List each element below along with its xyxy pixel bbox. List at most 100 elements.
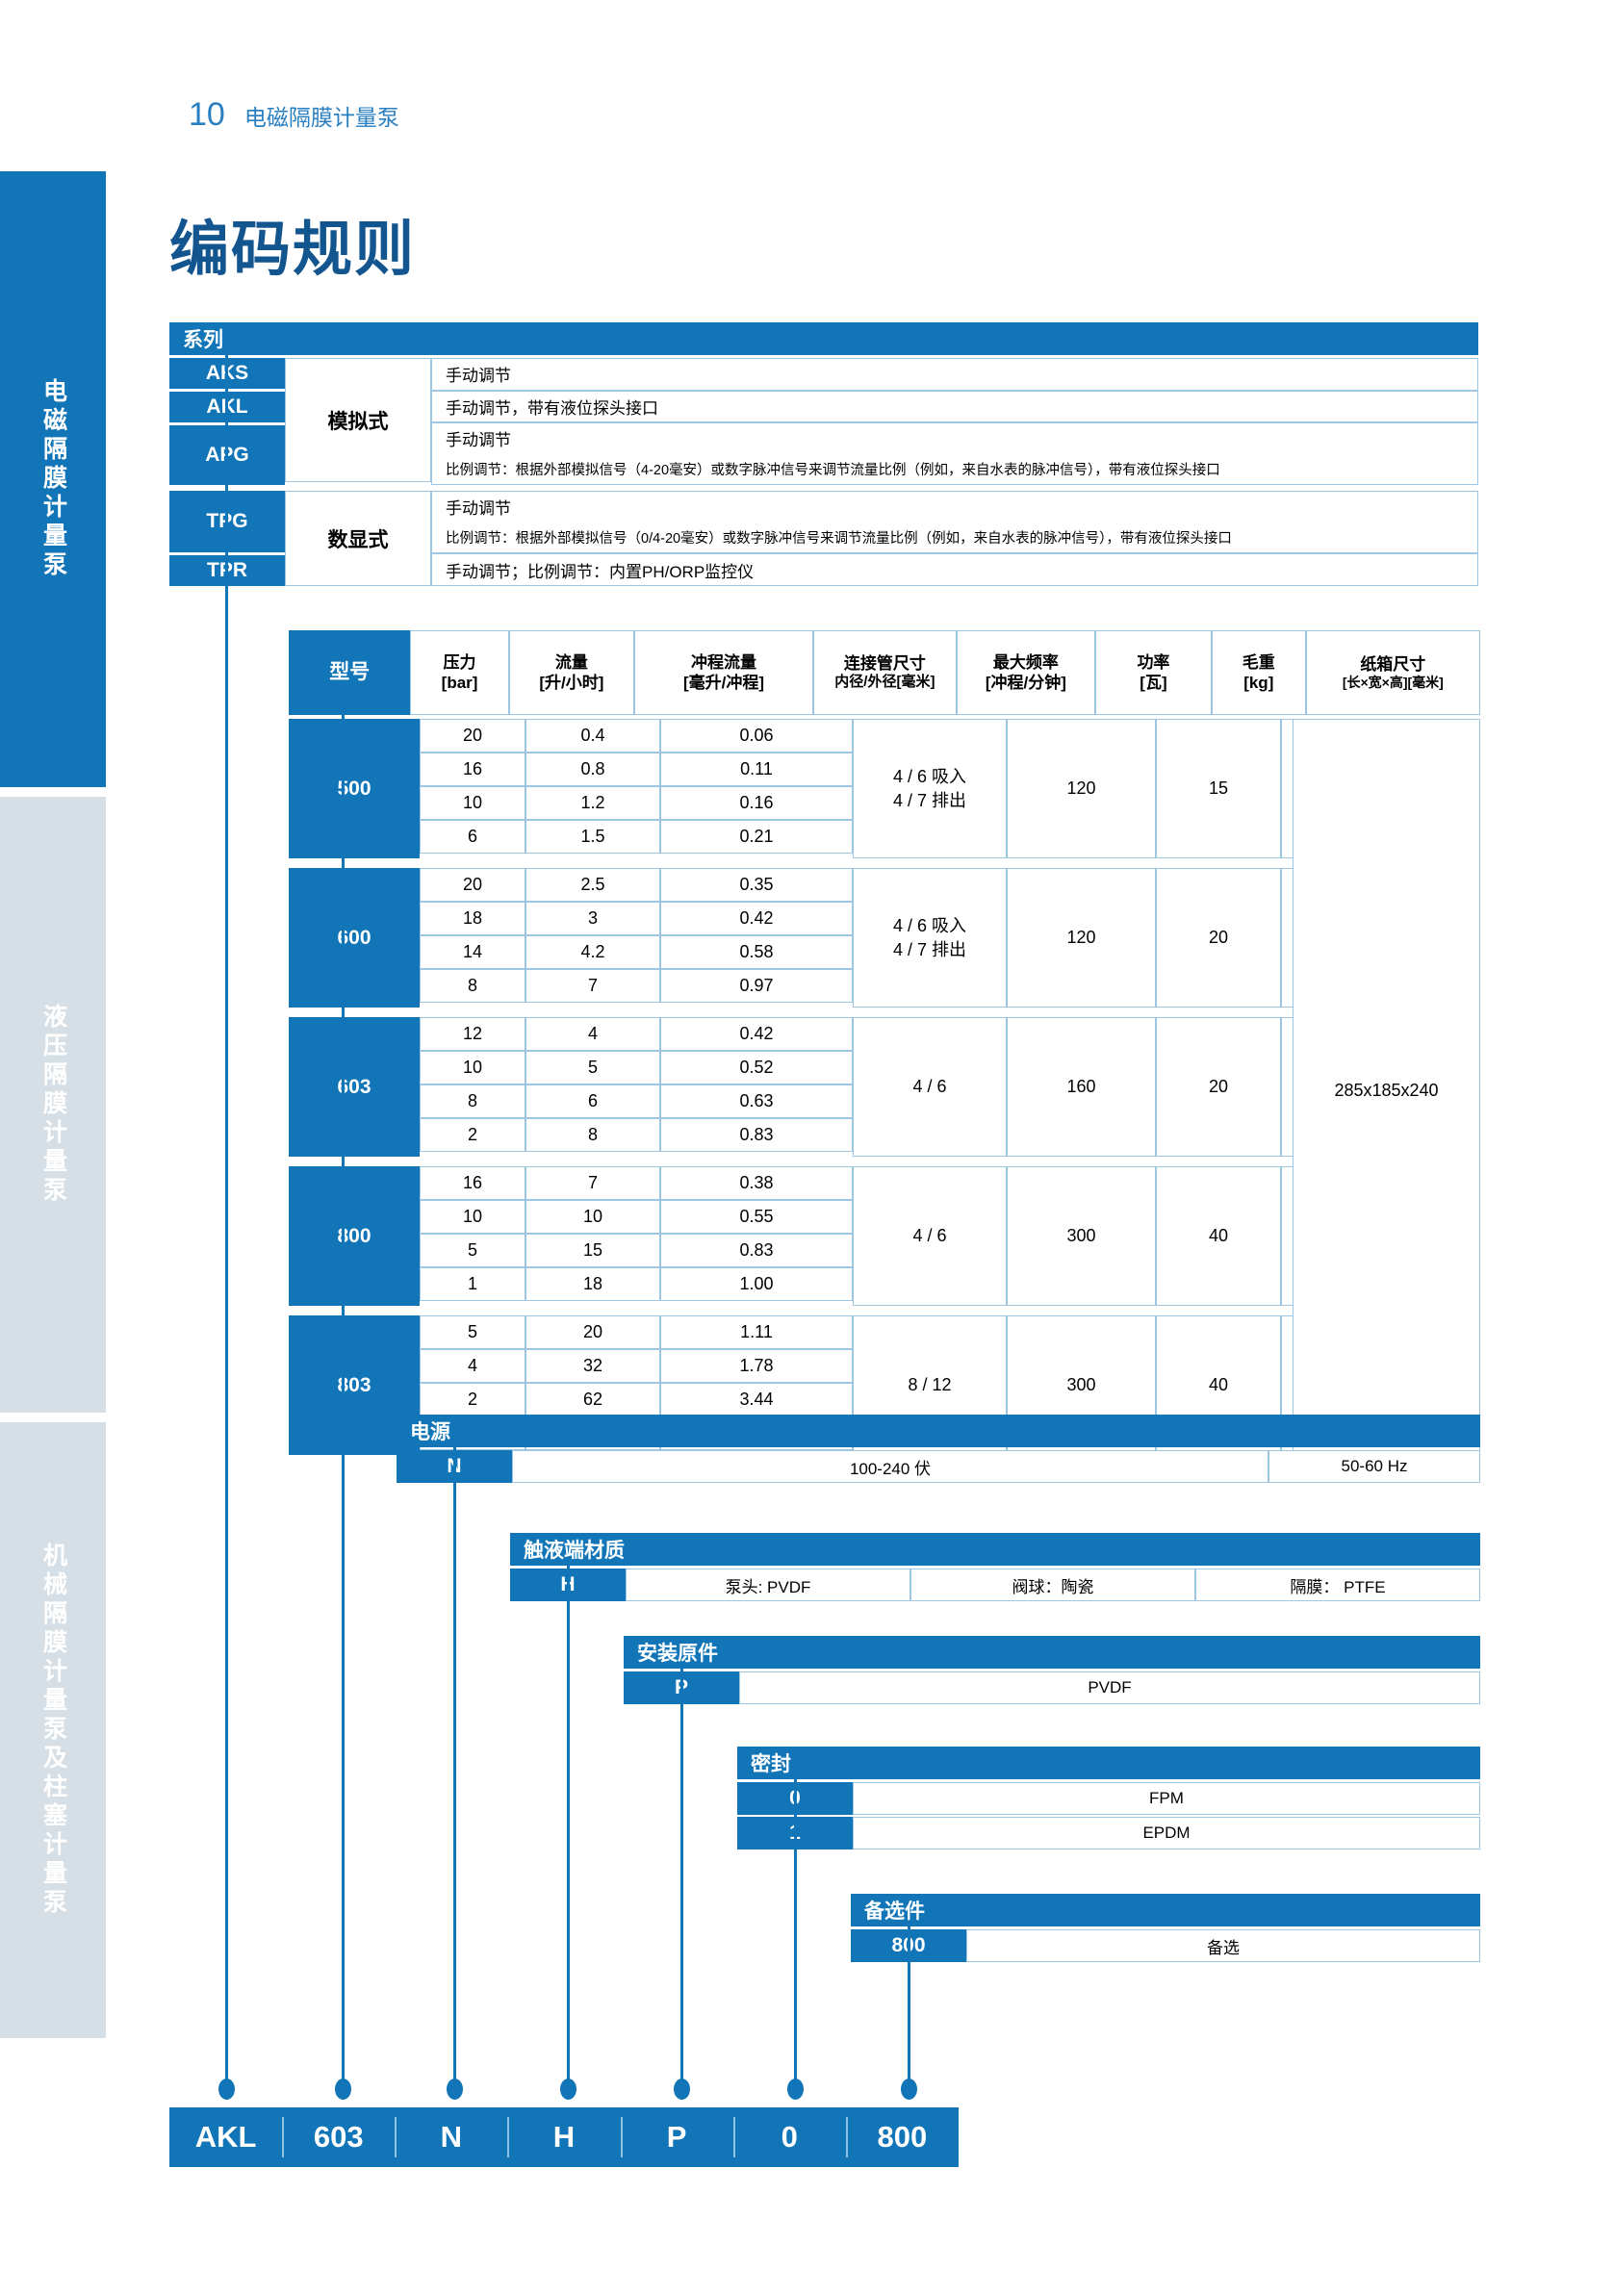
page-section-title: 电磁隔膜计量泵	[243, 105, 399, 130]
cell-stroke: 0.38	[660, 1166, 853, 1200]
cell-pressure: 5	[420, 1234, 525, 1267]
connector-model	[342, 712, 345, 2087]
cell-stroke: 1.78	[660, 1349, 853, 1383]
cell-flow: 20	[525, 1315, 660, 1349]
code-segment-power[interactable]: N	[395, 2107, 507, 2167]
table-row: 6 1.5 0.21	[420, 820, 853, 854]
spec-model-600[interactable]: 600	[289, 868, 420, 1008]
spec-group-603: 603 12 4 0.42 10 5 0.52 8 6 0.63	[289, 1017, 1480, 1161]
cell-pressure: 10	[420, 786, 525, 820]
series-type-analog: 模拟式	[285, 358, 431, 482]
table-row: 5 15 0.83	[420, 1234, 853, 1267]
cell-power: 15	[1156, 719, 1281, 858]
table-row: 8 6 0.63	[420, 1084, 853, 1118]
cell-flow: 6	[525, 1084, 660, 1118]
table-row: 2 8 0.83	[420, 1118, 853, 1152]
table-row: 8 7 0.97	[420, 969, 853, 1003]
code-segment-seal[interactable]: 0	[732, 2107, 846, 2167]
cell-stroke: 3.44	[660, 1383, 853, 1416]
cell-flow: 32	[525, 1349, 660, 1383]
code-segment-wetted[interactable]: H	[507, 2107, 620, 2167]
cell-power: 20	[1156, 1017, 1281, 1157]
install-heading: 安装原件	[624, 1636, 1480, 1669]
cell-flow: 62	[525, 1383, 660, 1416]
series-desc-line: 手动调节，带有液位探头接口	[431, 390, 1478, 422]
cell-flow: 0.8	[525, 753, 660, 786]
series-desc-line: 比例调节：根据外部模拟信号（0/4-20毫安）或数字脉冲信号来调节流量比例（例如…	[431, 522, 1478, 554]
code-segment-series[interactable]: AKL	[194, 2120, 257, 2154]
seal-row-1: 1 EPDM	[737, 1817, 1480, 1850]
cell-stroke: 0.42	[660, 1017, 853, 1051]
page-title: 编码规则	[169, 217, 417, 283]
spec-header-max-frequency: 最大频率 [冲程/分钟]	[956, 630, 1095, 715]
spec-model-603[interactable]: 603	[289, 1017, 420, 1157]
series-group-analog: AKS AKL APG 模拟式 手动调节 手动调节，带有液位探头接口 手动调节 …	[169, 358, 1478, 485]
connector-wetted	[567, 1566, 570, 2087]
cell-pressure: 10	[420, 1200, 525, 1234]
cell-pressure: 10	[420, 1051, 525, 1084]
spec-model-800[interactable]: 800	[289, 1166, 420, 1306]
series-group-digital: TPG TPR 数显式 手动调节 比例调节：根据外部模拟信号（0/4-20毫安）…	[169, 491, 1478, 587]
power-row: N 100-240 伏 50-60 Hz	[397, 1450, 1480, 1483]
table-row: 10 5 0.52	[420, 1051, 853, 1084]
connector-dot	[218, 2079, 235, 2100]
cell-pressure: 16	[420, 753, 525, 786]
table-row: 10 10 0.55	[420, 1200, 853, 1234]
cell-pressure: 14	[420, 935, 525, 969]
cell-stroke: 0.21	[660, 820, 853, 854]
code-segment-model[interactable]: 603	[282, 2107, 395, 2167]
wetted-pump-head: 泵头: PVDF	[626, 1569, 910, 1601]
series-desc-digital: 手动调节 比例调节：根据外部模拟信号（0/4-20毫安）或数字脉冲信号来调节流量…	[431, 491, 1478, 587]
code-segment-install[interactable]: P	[620, 2107, 733, 2167]
cell-pressure: 8	[420, 1084, 525, 1118]
cell-pressure: 2	[420, 1383, 525, 1416]
spec-model-500[interactable]: 500	[289, 719, 420, 858]
spec-numbers-600: 20 2.5 0.35 18 3 0.42 14 4.2 0.58 8 7	[420, 868, 853, 1012]
power-heading: 电源	[397, 1415, 1480, 1447]
cell-flow: 15	[525, 1234, 660, 1267]
sidebar-tab-electromagnetic[interactable]: 电磁隔膜计量泵	[0, 171, 106, 787]
option-section: 备选件 800 备选	[851, 1894, 1480, 1962]
cell-stroke: 0.42	[660, 902, 853, 935]
spec-numbers-800: 16 7 0.38 10 10 0.55 5 15 0.83 1 18	[420, 1166, 853, 1311]
connector-dot	[447, 2079, 463, 2100]
cell-pressure: 2	[420, 1118, 525, 1152]
seal-section: 密封 0 FPM 1 EPDM	[737, 1747, 1480, 1850]
connector-dot	[335, 2079, 351, 2100]
spec-header-pressure: 压力 [bar]	[410, 630, 509, 715]
cell-stroke: 0.35	[660, 868, 853, 902]
series-desc-line: 手动调节	[431, 422, 1478, 454]
connector-seal	[794, 1779, 797, 2087]
option-value: 备选	[966, 1929, 1480, 1962]
connector-dot	[787, 2079, 804, 2100]
cell-pressure: 12	[420, 1017, 525, 1051]
install-row: P PVDF	[624, 1671, 1480, 1704]
seal-row-0: 0 FPM	[737, 1782, 1480, 1815]
connector-dot	[674, 2079, 690, 2100]
cell-flow: 4	[525, 1017, 660, 1051]
cell-stroke: 0.16	[660, 786, 853, 820]
code-segment-option[interactable]: 800	[845, 2107, 959, 2167]
table-row: 14 4.2 0.58	[420, 935, 853, 969]
wetted-row: H 泵头: PVDF 阀球：陶瓷 隔膜： PTFE	[510, 1569, 1480, 1601]
spec-header-model: 型号	[289, 630, 411, 715]
cell-stroke: 0.55	[660, 1200, 853, 1234]
cell-stroke: 0.97	[660, 969, 853, 1003]
power-frequency: 50-60 Hz	[1268, 1450, 1480, 1483]
cell-stroke: 0.11	[660, 753, 853, 786]
sidebar-tab-mechanical[interactable]: 机械隔膜计量泵及柱塞计量泵	[0, 1422, 106, 2038]
series-desc-line: 手动调节	[431, 491, 1478, 523]
series-desc-line: 比例调节：根据外部模拟信号（4-20毫安）或数字脉冲信号来调节流量比例（例如，来…	[431, 453, 1478, 485]
connector-option	[908, 1926, 910, 2087]
sidebar-tab-hydraulic[interactable]: 液压隔膜计量泵	[0, 797, 106, 1413]
cell-pipe-size: 4 / 6 吸入 4 / 7 排出	[853, 719, 1007, 858]
spec-table-body: 285x185x240 500 20 0.4 0.06 16 0.8 0.11 …	[289, 719, 1480, 1462]
cell-pressure: 4	[420, 1349, 525, 1383]
spec-numbers-603: 12 4 0.42 10 5 0.52 8 6 0.63 2 8 0.8	[420, 1017, 853, 1161]
cell-flow: 3	[525, 902, 660, 935]
wetted-heading: 触液端材质	[510, 1533, 1480, 1566]
cell-stroke: 0.83	[660, 1234, 853, 1267]
cell-stroke: 0.63	[660, 1084, 853, 1118]
table-row: 1 18 1.00	[420, 1267, 853, 1301]
table-row: 20 2.5 0.35	[420, 868, 853, 902]
